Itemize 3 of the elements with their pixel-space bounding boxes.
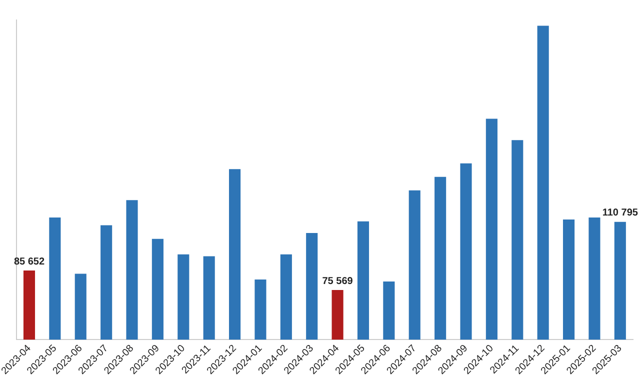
data-label: 85 652: [14, 256, 45, 268]
data-label: 110 795: [602, 208, 638, 219]
data-label: 75 569: [322, 276, 354, 287]
